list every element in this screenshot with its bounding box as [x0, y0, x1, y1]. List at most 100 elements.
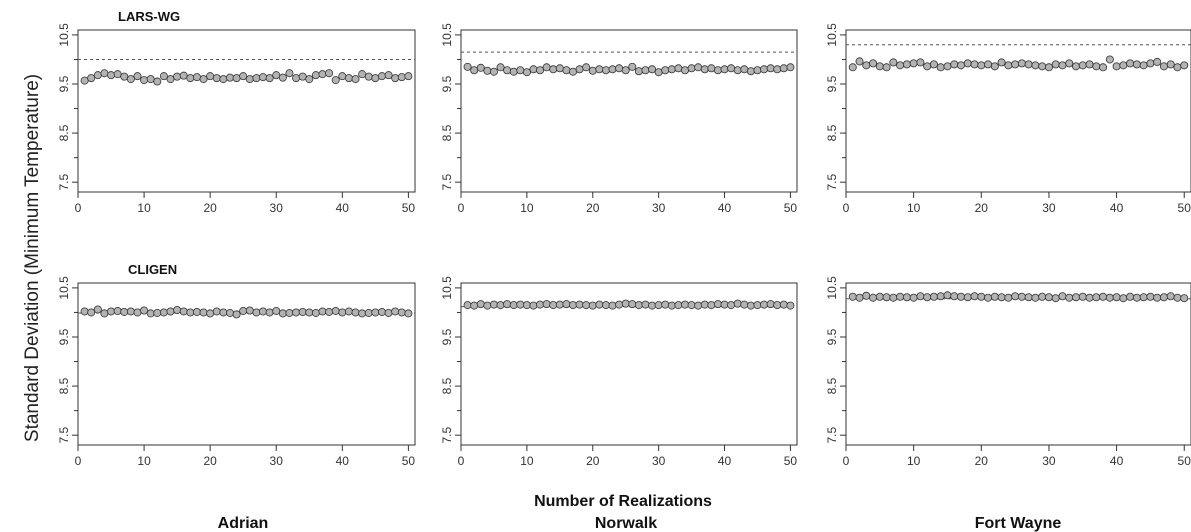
data-point	[325, 307, 334, 316]
x-tick-label: 0	[75, 454, 82, 468]
data-point	[1011, 292, 1020, 301]
data-point	[285, 69, 294, 78]
data-point	[292, 74, 301, 83]
data-point	[1072, 62, 1081, 71]
data-point	[232, 74, 241, 83]
data-point	[882, 293, 891, 302]
column-title-norwalk: Norwalk	[595, 515, 657, 532]
data-point	[351, 308, 360, 317]
data-point	[239, 306, 248, 315]
x-tick-label: 30	[652, 454, 666, 468]
data-point	[889, 293, 898, 302]
data-point	[1072, 293, 1081, 302]
data-point	[848, 63, 857, 72]
data-point	[1058, 292, 1067, 301]
data-point	[916, 292, 925, 301]
data-point	[503, 300, 512, 309]
data-point	[140, 306, 149, 315]
data-point	[325, 69, 334, 78]
y-tick-label: 10.5	[57, 276, 71, 300]
data-point	[575, 300, 584, 309]
data-point	[278, 309, 287, 318]
data-point	[483, 66, 492, 75]
data-point	[80, 76, 89, 85]
data-point	[318, 70, 327, 79]
data-point	[746, 301, 755, 310]
data-point	[1092, 293, 1101, 302]
data-point	[720, 300, 729, 309]
y-tick-label: 8.5	[825, 377, 839, 394]
x-tick-label: 20	[203, 201, 217, 215]
y-tick-label: 7.5	[440, 427, 454, 444]
data-point	[206, 72, 215, 81]
data-point	[113, 306, 122, 315]
x-tick-label: 30	[1042, 454, 1056, 468]
data-point	[1139, 61, 1148, 70]
data-point	[311, 71, 320, 80]
data-point	[93, 305, 102, 314]
data-point	[186, 74, 195, 83]
data-point	[990, 62, 999, 71]
data-point	[219, 308, 228, 317]
x-tick-label: 40	[336, 454, 350, 468]
row-title-cligen: CLIGEN	[128, 262, 177, 277]
data-point	[1051, 60, 1060, 69]
data-point	[950, 292, 959, 301]
data-point	[588, 301, 597, 310]
data-point	[1146, 292, 1155, 301]
data-point	[146, 75, 155, 84]
data-point	[1126, 59, 1135, 68]
plot-frame	[77, 282, 416, 446]
data-point	[1099, 63, 1108, 72]
data-point	[641, 300, 650, 309]
data-point	[786, 63, 795, 72]
data-point	[245, 306, 254, 315]
data-point	[305, 75, 314, 84]
data-point	[384, 71, 393, 80]
data-point	[153, 77, 162, 86]
data-point	[667, 65, 676, 74]
data-point	[159, 308, 168, 317]
data-point	[206, 309, 215, 318]
data-point	[997, 58, 1006, 67]
data-point	[489, 67, 498, 76]
y-tick-label: 8.5	[57, 124, 71, 141]
column-title-fort-wayne: Fort Wayne	[975, 515, 1062, 532]
data-point	[766, 300, 775, 309]
data-point	[977, 292, 986, 301]
data-point	[990, 292, 999, 301]
data-point	[862, 291, 871, 300]
data-point	[909, 59, 918, 68]
x-tick-label: 0	[843, 454, 850, 468]
x-tick-label: 30	[652, 201, 666, 215]
data-point	[957, 292, 966, 301]
data-point	[687, 64, 696, 73]
data-point	[687, 301, 696, 310]
data-point	[1085, 60, 1094, 69]
data-point	[882, 63, 891, 72]
x-tick-label: 40	[718, 201, 732, 215]
data-point	[569, 301, 578, 310]
data-point	[1159, 293, 1168, 302]
data-point	[404, 309, 413, 318]
data-point	[760, 65, 769, 74]
data-point	[713, 66, 722, 75]
data-point	[239, 72, 248, 81]
data-point	[707, 64, 716, 73]
row-title-lars-wg: LARS-WG	[118, 9, 180, 24]
data-point	[1112, 62, 1121, 71]
plot-frame	[460, 282, 798, 446]
data-point	[862, 61, 871, 70]
data-point	[621, 299, 630, 308]
x-tick-label: 50	[1178, 201, 1191, 215]
y-tick-label: 7.5	[440, 174, 454, 191]
y-tick-label: 10.5	[825, 276, 839, 300]
data-point	[970, 60, 979, 69]
data-point	[555, 300, 564, 309]
x-tick-label: 50	[784, 454, 798, 468]
data-point	[694, 301, 703, 310]
data-point	[1085, 293, 1094, 302]
data-point	[338, 308, 347, 317]
data-point	[364, 308, 373, 317]
